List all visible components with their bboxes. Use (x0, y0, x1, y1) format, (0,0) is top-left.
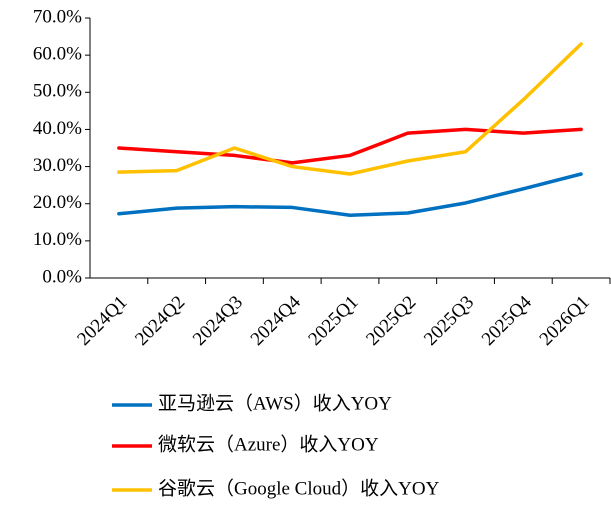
y-tick-label: 60.0% (33, 44, 82, 65)
y-tick-label: 40.0% (33, 118, 82, 139)
x-tick-label: 2024Q1 (73, 292, 131, 350)
x-tick-label: 2024Q3 (189, 292, 247, 350)
y-tick-label: 30.0% (33, 155, 82, 176)
series-line (117, 127, 583, 165)
x-tick-label: 2025Q3 (420, 292, 478, 350)
x-tick-label: 2024Q4 (247, 291, 305, 349)
x-tick-label: 2025Q4 (478, 291, 536, 349)
x-tick-label: 2025Q2 (362, 292, 420, 350)
series-line (117, 172, 583, 217)
x-tick-label: 2024Q2 (131, 292, 189, 350)
x-tick-label: 2026Q1 (536, 292, 594, 350)
x-tick-label: 2025Q1 (304, 292, 362, 350)
y-tick-label: 20.0% (33, 192, 82, 213)
legend-label: 亚马逊云（AWS）收入YOY (158, 392, 392, 414)
y-tick-label: 50.0% (33, 81, 82, 102)
y-tick-label: 10.0% (33, 229, 82, 250)
legend-label: 谷歌云（Google Cloud）收入YOY (158, 477, 440, 499)
y-tick-label: 0.0% (42, 266, 82, 287)
y-tick-label: 70.0% (33, 6, 82, 27)
series-line (117, 42, 583, 176)
legend-label: 微软云（Azure）收入YOY (158, 433, 379, 455)
